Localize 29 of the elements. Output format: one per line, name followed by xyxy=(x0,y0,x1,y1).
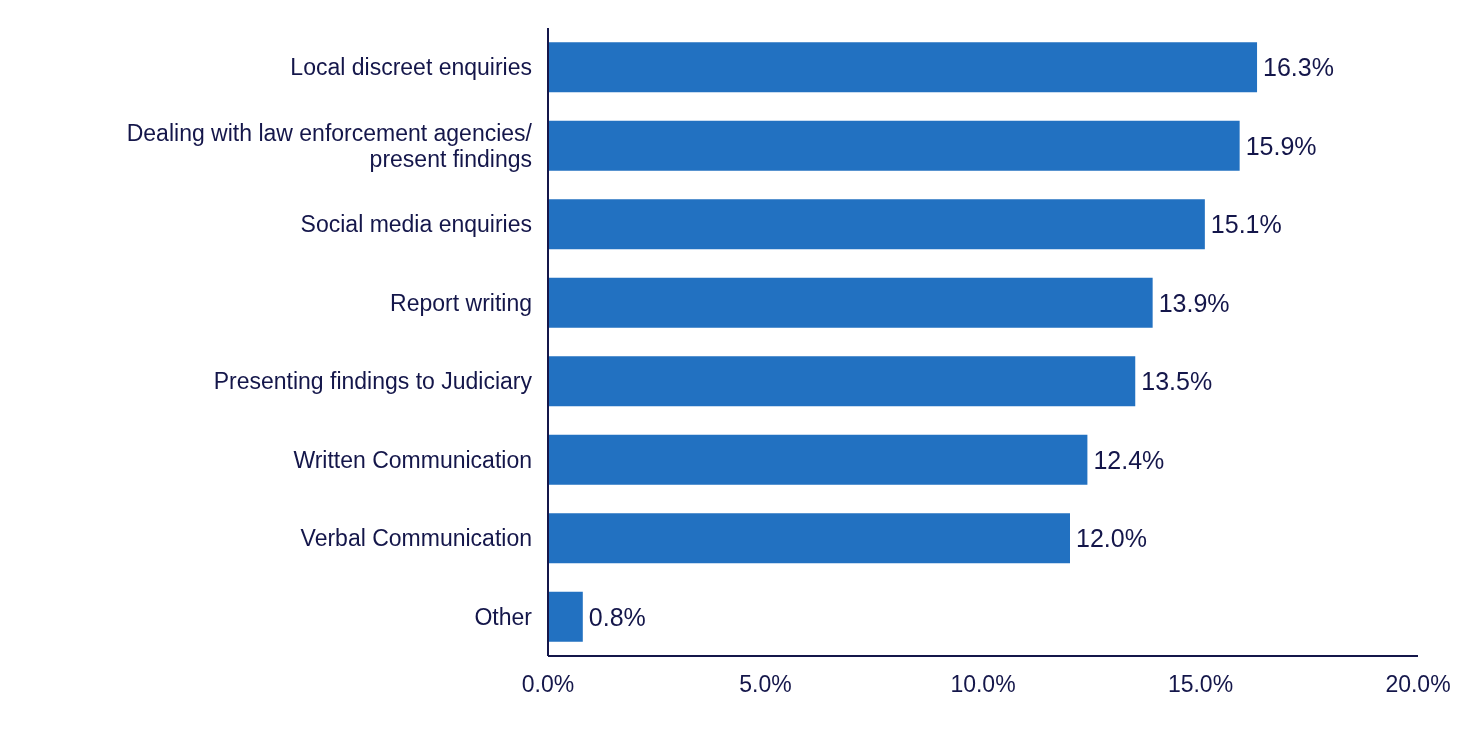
data-label: 12.4% xyxy=(1093,445,1165,474)
x-tick-label: 20.0% xyxy=(1385,671,1451,698)
data-label: 15.9% xyxy=(1245,131,1317,160)
y-tick-label: Dealing with law enforcement agencies/ present findings xyxy=(126,119,533,172)
y-tick-label: Verbal Communication xyxy=(300,525,532,552)
data-label: 16.3% xyxy=(1263,53,1334,82)
bar xyxy=(548,513,1070,564)
x-tick-label: 15.0% xyxy=(1167,671,1234,698)
y-tick-label: Other xyxy=(474,603,533,630)
bar xyxy=(548,42,1258,93)
y-tick-label: Presenting findings to Judiciary xyxy=(213,368,533,395)
data-label: 13.5% xyxy=(1141,367,1213,396)
bar xyxy=(548,120,1240,171)
y-tick-label: Local discreet enquiries xyxy=(290,54,532,81)
bar xyxy=(548,434,1088,485)
bar xyxy=(548,356,1136,407)
y-tick-label: Social media enquiries xyxy=(300,211,532,238)
y-tick-label: Written Communication xyxy=(293,446,532,473)
data-label: 13.9% xyxy=(1158,288,1230,317)
y-tick-label: Report writing xyxy=(390,289,532,316)
data-label: 0.8% xyxy=(588,602,646,631)
x-tick-label: 0.0% xyxy=(521,671,575,698)
data-label: 15.1% xyxy=(1210,210,1282,239)
x-tick-label: 10.0% xyxy=(950,671,1016,698)
bar xyxy=(548,199,1205,250)
data-label: 12.0% xyxy=(1076,524,1147,553)
x-tick-label: 5.0% xyxy=(739,671,792,698)
bar xyxy=(548,277,1153,328)
bar xyxy=(548,591,583,642)
